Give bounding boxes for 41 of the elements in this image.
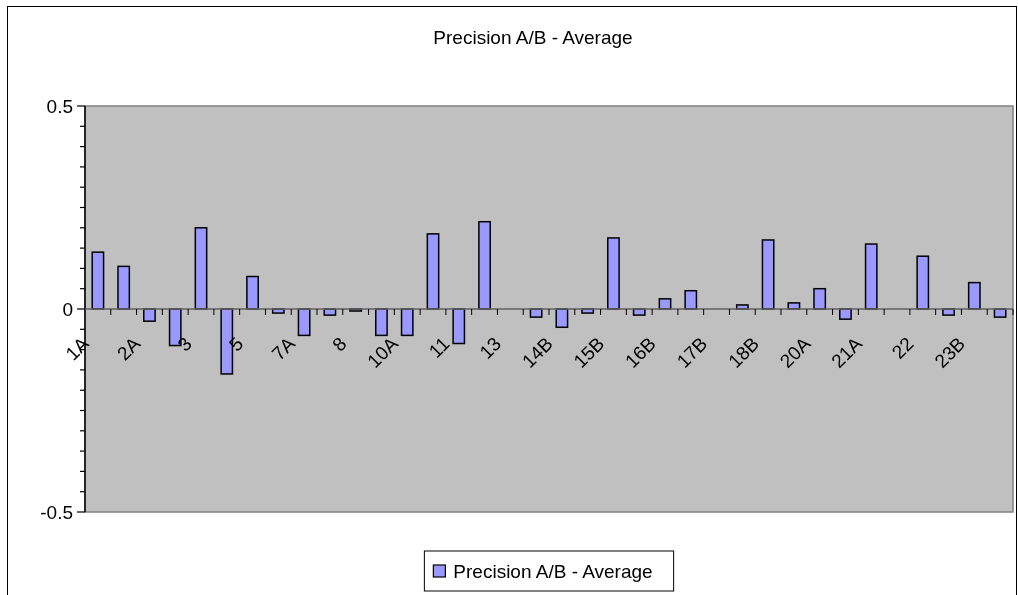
bar — [813, 287, 827, 310]
bar — [297, 308, 311, 337]
x-tick-label: 8 — [328, 332, 351, 356]
bar — [478, 220, 491, 310]
x-tick-label: 7A — [267, 332, 300, 365]
bar — [426, 233, 440, 310]
bar — [555, 308, 569, 329]
bar — [967, 281, 981, 310]
x-tick-label: 22 — [887, 332, 918, 363]
x-tick-label: 3 — [173, 332, 196, 356]
bar — [375, 308, 388, 337]
x-tick-label: 15B — [569, 332, 609, 372]
bar — [761, 239, 775, 310]
bar — [400, 308, 414, 337]
x-tick-label: 23B — [930, 332, 970, 372]
x-tick-label: 13 — [475, 332, 506, 363]
x-tick-label: 2A — [112, 332, 145, 365]
legend-label: Precision A/B - Average — [453, 561, 653, 582]
x-tick-label: 20A — [775, 332, 815, 372]
x-tick-label: 1A — [61, 332, 93, 365]
bar — [194, 227, 208, 310]
x-tick-label: 21A — [827, 332, 867, 372]
bar — [452, 308, 466, 345]
x-tick-label: 11 — [424, 332, 454, 362]
bar — [684, 289, 698, 310]
chart-title: Precision A/B - Average — [433, 27, 633, 48]
y-tick-label: 0 — [62, 298, 73, 320]
x-tick-label: 17B — [672, 332, 712, 372]
x-tick-label: 14B — [517, 332, 557, 372]
bar — [607, 237, 620, 310]
y-tick-label: 0.5 — [46, 95, 73, 117]
bar — [143, 308, 156, 322]
bar — [916, 255, 930, 310]
x-tick-label: 10A — [363, 332, 403, 372]
x-tick-label: 18B — [724, 332, 763, 372]
bar — [864, 243, 878, 310]
x-tick-label: 16B — [621, 332, 660, 372]
bar — [117, 265, 131, 310]
bar — [246, 275, 259, 310]
y-tick-label: -0.5 — [40, 501, 73, 523]
bar — [91, 251, 105, 310]
